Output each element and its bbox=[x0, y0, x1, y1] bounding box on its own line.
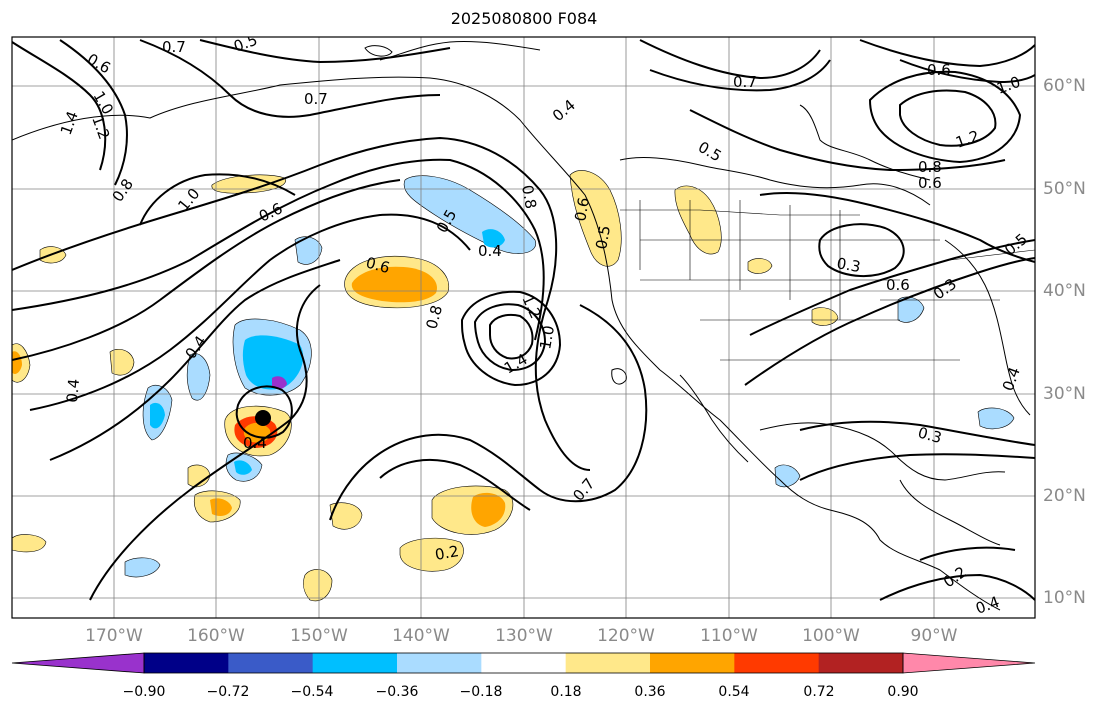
latitude-label: 50°N bbox=[1043, 179, 1086, 199]
contour-label: 0.7 bbox=[162, 38, 186, 56]
map-border bbox=[11, 36, 1036, 619]
colorbar-bin bbox=[734, 653, 820, 673]
contour-label: 0.8 bbox=[518, 184, 540, 211]
colorbar-tick-label: 0.36 bbox=[634, 684, 666, 700]
colorbar-tick-label: 0.54 bbox=[718, 684, 750, 700]
colorbar-min-extension bbox=[11, 652, 145, 674]
contour-label: 0.4 bbox=[243, 434, 267, 452]
colorbar-bin bbox=[565, 653, 651, 673]
state-borders bbox=[620, 200, 1035, 361]
longitude-label: 90°W bbox=[910, 626, 958, 646]
colorbar-tick-label: −0.72 bbox=[206, 684, 250, 700]
latitude-label: 40°N bbox=[1043, 281, 1086, 301]
colorbar-bin bbox=[650, 653, 735, 673]
contour-label: 0.2 bbox=[434, 542, 461, 564]
contour-label: 0.7 bbox=[733, 73, 757, 91]
contour-label: 0.6 bbox=[571, 196, 593, 223]
location-marker bbox=[255, 410, 271, 426]
colorbar-bin bbox=[312, 653, 398, 673]
longitude-label: 110°W bbox=[700, 626, 758, 646]
colorbar-tick-label: −0.36 bbox=[375, 684, 419, 700]
longitude-label: 130°W bbox=[495, 626, 553, 646]
contour-label: 0.6 bbox=[886, 276, 910, 294]
longitude-label: 160°W bbox=[187, 626, 245, 646]
negative-anomaly-fills bbox=[124, 175, 1015, 578]
latitude-label: 10°N bbox=[1043, 588, 1086, 608]
longitude-label: 120°W bbox=[597, 626, 655, 646]
colorbar-bin bbox=[144, 653, 229, 673]
contour-label: 0.8 bbox=[422, 303, 446, 331]
contour-label: 0.6 bbox=[364, 253, 392, 277]
latitude-label: 20°N bbox=[1043, 486, 1086, 506]
colorbar-tick-label: −0.54 bbox=[290, 684, 334, 700]
longitude-label: 140°W bbox=[392, 626, 450, 646]
map-area: 0.6 0.7 0.5 1.4 1.2 1.0 0.8 1.0 0.6 0.7 … bbox=[12, 37, 1035, 618]
contour-label: 0.4 bbox=[478, 242, 502, 260]
colorbar-tick-label: −0.90 bbox=[122, 684, 166, 700]
contour-label: 0.6 bbox=[918, 174, 942, 192]
colorbar-tick-label: −0.18 bbox=[459, 684, 503, 700]
contour-label: 0.8 bbox=[918, 158, 942, 176]
coastlines bbox=[12, 41, 1031, 611]
contour-label: 0.6 bbox=[927, 61, 951, 79]
colorbar-tick-label: 0.72 bbox=[803, 684, 835, 700]
contour-label: 0.7 bbox=[304, 90, 328, 108]
graticule bbox=[12, 37, 1035, 618]
contour-label: 0.3 bbox=[835, 254, 862, 276]
colorbar-bin bbox=[481, 653, 567, 673]
map-title: 2025080800 F084 bbox=[450, 9, 598, 28]
colorbar-tick-label: 0.90 bbox=[887, 684, 919, 700]
colorbar bbox=[144, 653, 904, 673]
longitude-label: 100°W bbox=[802, 626, 860, 646]
colorbar-bin bbox=[397, 653, 482, 673]
contour-label: 0.5 bbox=[592, 224, 614, 251]
longitude-label: 150°W bbox=[290, 626, 348, 646]
longitude-label: 170°W bbox=[85, 626, 143, 646]
contour-label: 0.4 bbox=[63, 378, 83, 403]
contour-label: 0.3 bbox=[916, 423, 944, 447]
contour-label: 1.0 bbox=[536, 324, 558, 351]
colorbar-max-extension bbox=[902, 652, 1036, 674]
colorbar-tick-label: 0.18 bbox=[550, 684, 582, 700]
contour-lines bbox=[12, 39, 1035, 601]
colorbar-outline bbox=[143, 652, 904, 674]
colorbar-bin bbox=[818, 653, 904, 673]
colorbar-bin bbox=[228, 653, 314, 673]
latitude-label: 30°N bbox=[1043, 384, 1086, 404]
latitude-label: 60°N bbox=[1043, 76, 1086, 96]
